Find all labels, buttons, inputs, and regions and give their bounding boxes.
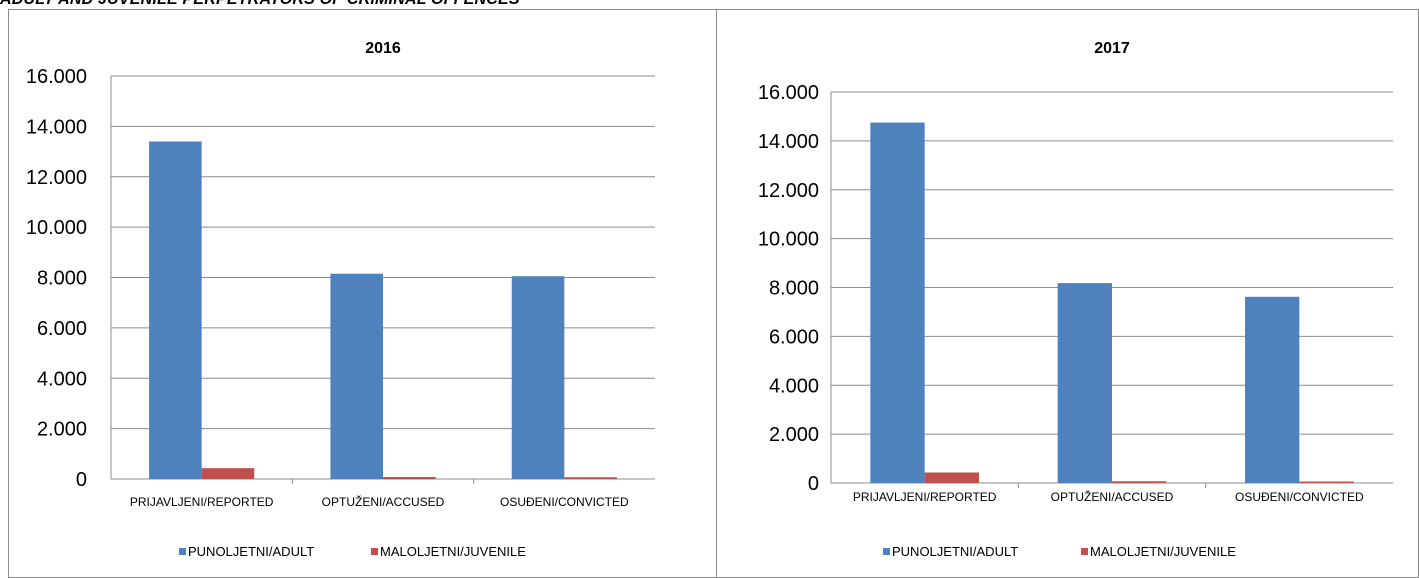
bar-adult-0 <box>149 141 202 480</box>
y-tick-label: 2.000 <box>769 424 819 446</box>
y-tick-label: 12.000 <box>26 167 87 189</box>
bar-juvenile-1 <box>383 476 436 479</box>
chart-title: 2017 <box>1094 40 1130 57</box>
bar-juvenile-0 <box>924 472 979 483</box>
y-tick-label: 14.000 <box>758 131 819 153</box>
y-tick-label: 4.000 <box>769 375 819 397</box>
y-tick-label: 4.000 <box>37 368 87 390</box>
bar-juvenile-2 <box>564 477 617 479</box>
y-tick-label: 10.000 <box>758 229 819 251</box>
y-tick-label: 14.000 <box>26 116 87 138</box>
x-tick-label: OPTUŽENI/ACCUSED <box>322 494 445 509</box>
bar-adult-1 <box>330 273 383 479</box>
legend-swatch <box>179 548 186 555</box>
y-tick-label: 0 <box>76 469 87 491</box>
bar-adult-2 <box>511 276 565 479</box>
legend-swatch <box>371 548 378 555</box>
bar-juvenile-0 <box>201 468 255 479</box>
chart-title: 2016 <box>365 40 401 57</box>
legend-swatch <box>883 548 890 555</box>
x-tick-label: OPTUŽENI/ACCUSED <box>1051 489 1174 504</box>
y-tick-label: 12.000 <box>758 180 819 202</box>
y-tick-label: 0 <box>808 473 819 495</box>
legend-label: PUNOLJETNI/ADULT <box>188 544 314 559</box>
x-tick-label: PRIJAVLJENI/REPORTED <box>853 490 997 504</box>
bar-adult-2 <box>1245 296 1300 483</box>
chart-panel-2017: 2017 0 2.000 4.000 6.000 8.000 10.000 12.000 14.… <box>716 9 1419 578</box>
x-tick-label: OSUĐENI/CONVICTED <box>1235 490 1364 504</box>
bar-chart-2017: 2017 0 2.000 4.000 6.000 8.000 10.000 12.000 14.… <box>758 40 1393 559</box>
legend-label: MALOLJETNI/JUVENILE <box>1090 544 1236 559</box>
bar-juvenile-1 <box>1112 481 1167 483</box>
y-tick-label: 10.000 <box>26 217 87 239</box>
bar-adult-0 <box>870 122 925 483</box>
legend-label: PUNOLJETNI/ADULT <box>892 544 1018 559</box>
y-tick-label: 8.000 <box>37 268 87 290</box>
bar-chart-2016: 2016 0 2.000 4.000 6.000 8.000 10.000 12.000 14.… <box>26 40 655 559</box>
x-tick-label: PRIJAVLJENI/REPORTED <box>130 495 274 509</box>
x-tick-label: OSUĐENI/CONVICTED <box>500 495 629 509</box>
y-tick-label: 16.000 <box>26 66 87 88</box>
legend-swatch <box>1081 548 1088 555</box>
bar-adult-1 <box>1057 283 1112 483</box>
y-tick-label: 8.000 <box>769 278 819 300</box>
legend-label: MALOLJETNI/JUVENILE <box>380 544 526 559</box>
y-tick-label: 6.000 <box>769 326 819 348</box>
bar-juvenile-2 <box>1299 481 1354 483</box>
y-tick-label: 2.000 <box>37 419 87 441</box>
page-header: ADULT AND JUVENILE PERPETRATORS OF CRIMI… <box>0 0 520 9</box>
y-tick-label: 6.000 <box>37 318 87 340</box>
chart-panel-2016: 2016 0 2.000 4.000 6.000 8.000 10.000 12.000 14.… <box>8 9 718 578</box>
y-tick-label: 16.000 <box>758 82 819 104</box>
